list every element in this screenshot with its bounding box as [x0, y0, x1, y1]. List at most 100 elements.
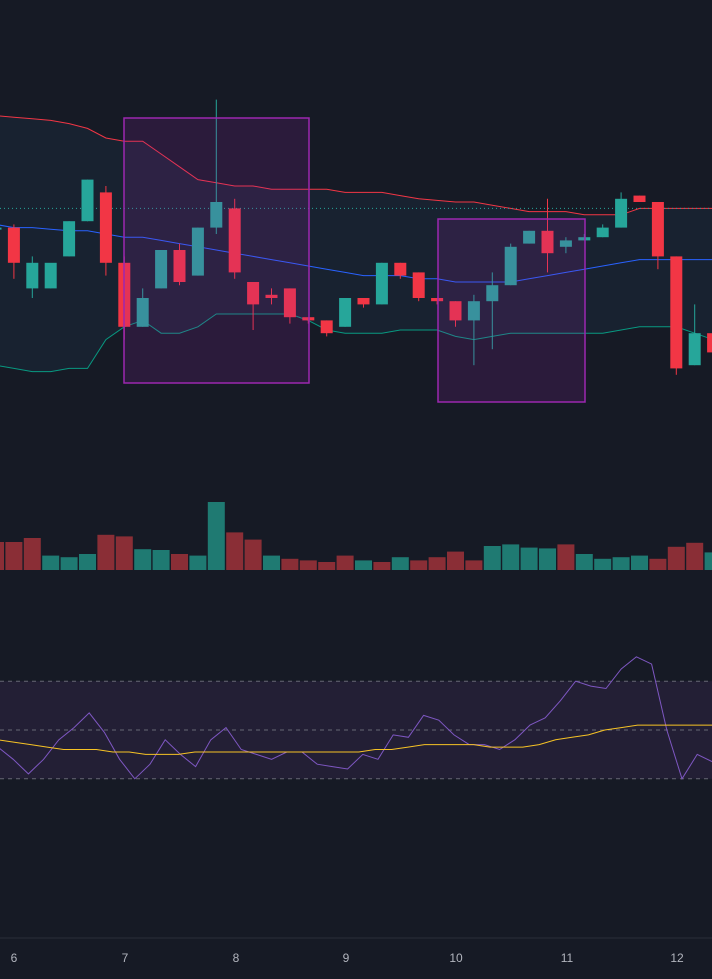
candle-body	[0, 227, 2, 230]
candle	[559, 237, 572, 254]
highlight-box	[123, 117, 310, 384]
candle-body	[283, 288, 296, 318]
volume-bar	[42, 555, 60, 570]
volume-bar	[704, 552, 712, 570]
candle-body	[449, 301, 462, 321]
volume-bar	[60, 557, 78, 570]
candle	[615, 192, 628, 228]
volume-bar	[5, 542, 23, 570]
time-axis: 6 7 8 9 10 11 12	[0, 937, 712, 965]
x-tick-label: 6	[11, 951, 18, 965]
candlestick-series	[0, 99, 712, 375]
rsi-ma-line	[0, 724, 712, 755]
candle-body	[467, 301, 480, 321]
candle	[339, 298, 352, 327]
volume-bar	[97, 534, 115, 570]
candle	[247, 282, 260, 330]
volume-bar	[520, 547, 538, 570]
volume-bar	[336, 555, 354, 570]
candle	[596, 224, 609, 238]
volume-bar	[318, 562, 336, 570]
candle-body	[81, 179, 94, 222]
volume-bar	[281, 558, 299, 570]
volume-bar	[667, 546, 685, 570]
candle	[375, 262, 388, 305]
bollinger-lower-line	[0, 313, 712, 373]
candle-body	[633, 195, 646, 202]
volume-bar	[115, 536, 133, 570]
candle-body	[228, 208, 241, 273]
candle-body	[26, 262, 39, 289]
candle	[99, 186, 112, 276]
candle	[504, 243, 517, 286]
candle	[173, 243, 186, 286]
highlight-boxes	[123, 117, 586, 403]
volume-bar	[410, 560, 428, 570]
x-tick-label: 10	[449, 951, 463, 965]
candle	[651, 202, 664, 270]
candle	[320, 320, 333, 337]
candle-body	[670, 256, 683, 369]
candle-body	[651, 202, 664, 257]
volume-bar	[171, 554, 188, 570]
volume-bar	[483, 546, 501, 570]
candle	[228, 198, 241, 279]
candle	[155, 250, 168, 289]
candle-body	[486, 285, 499, 302]
candle	[449, 301, 462, 327]
candle	[0, 227, 2, 230]
candle	[81, 179, 94, 222]
volume-bar	[134, 549, 152, 570]
volume-bar	[263, 555, 280, 570]
bollinger-upper-line	[0, 115, 712, 216]
candle-body	[707, 333, 712, 353]
candle	[265, 288, 278, 305]
candle-body	[63, 221, 76, 257]
candle-body	[320, 320, 333, 334]
candle	[26, 256, 39, 298]
volume-bar	[79, 554, 96, 570]
candle-body	[357, 298, 370, 305]
candle	[412, 272, 425, 302]
candle-body	[155, 250, 168, 289]
candle-body	[541, 230, 554, 254]
candle-body	[412, 272, 425, 298]
candle	[670, 256, 683, 375]
candle	[63, 221, 76, 257]
candle	[541, 198, 554, 273]
x-tick-label: 12	[670, 951, 684, 965]
candle	[394, 262, 407, 279]
rsi-line	[0, 656, 712, 780]
candle-body	[596, 227, 609, 238]
candle-body	[173, 250, 186, 282]
candle	[283, 288, 296, 324]
volume-bar	[23, 538, 41, 570]
candle	[44, 262, 57, 289]
candle	[633, 195, 646, 202]
candle	[431, 298, 444, 305]
volume-bar	[447, 551, 464, 570]
candle-body	[191, 227, 204, 276]
candle-body	[431, 298, 444, 302]
bollinger-basis-line	[0, 224, 712, 283]
candle-body	[136, 298, 149, 327]
x-tick-label: 8	[233, 951, 240, 965]
bollinger-fill	[0, 115, 712, 372]
candle-body	[265, 294, 278, 298]
x-tick-label: 9	[343, 951, 350, 965]
volume-bar	[299, 560, 317, 570]
volume-bar	[557, 544, 575, 570]
volume-bar	[631, 555, 648, 570]
volume-bar	[391, 557, 409, 570]
candle	[7, 224, 20, 279]
volume-bar	[539, 548, 556, 570]
candle	[707, 333, 712, 353]
candle	[486, 272, 499, 350]
candle-body	[504, 246, 517, 286]
candle-body	[394, 262, 407, 276]
candle	[523, 230, 536, 244]
candle-body	[247, 282, 260, 305]
highlight-box	[437, 218, 586, 403]
